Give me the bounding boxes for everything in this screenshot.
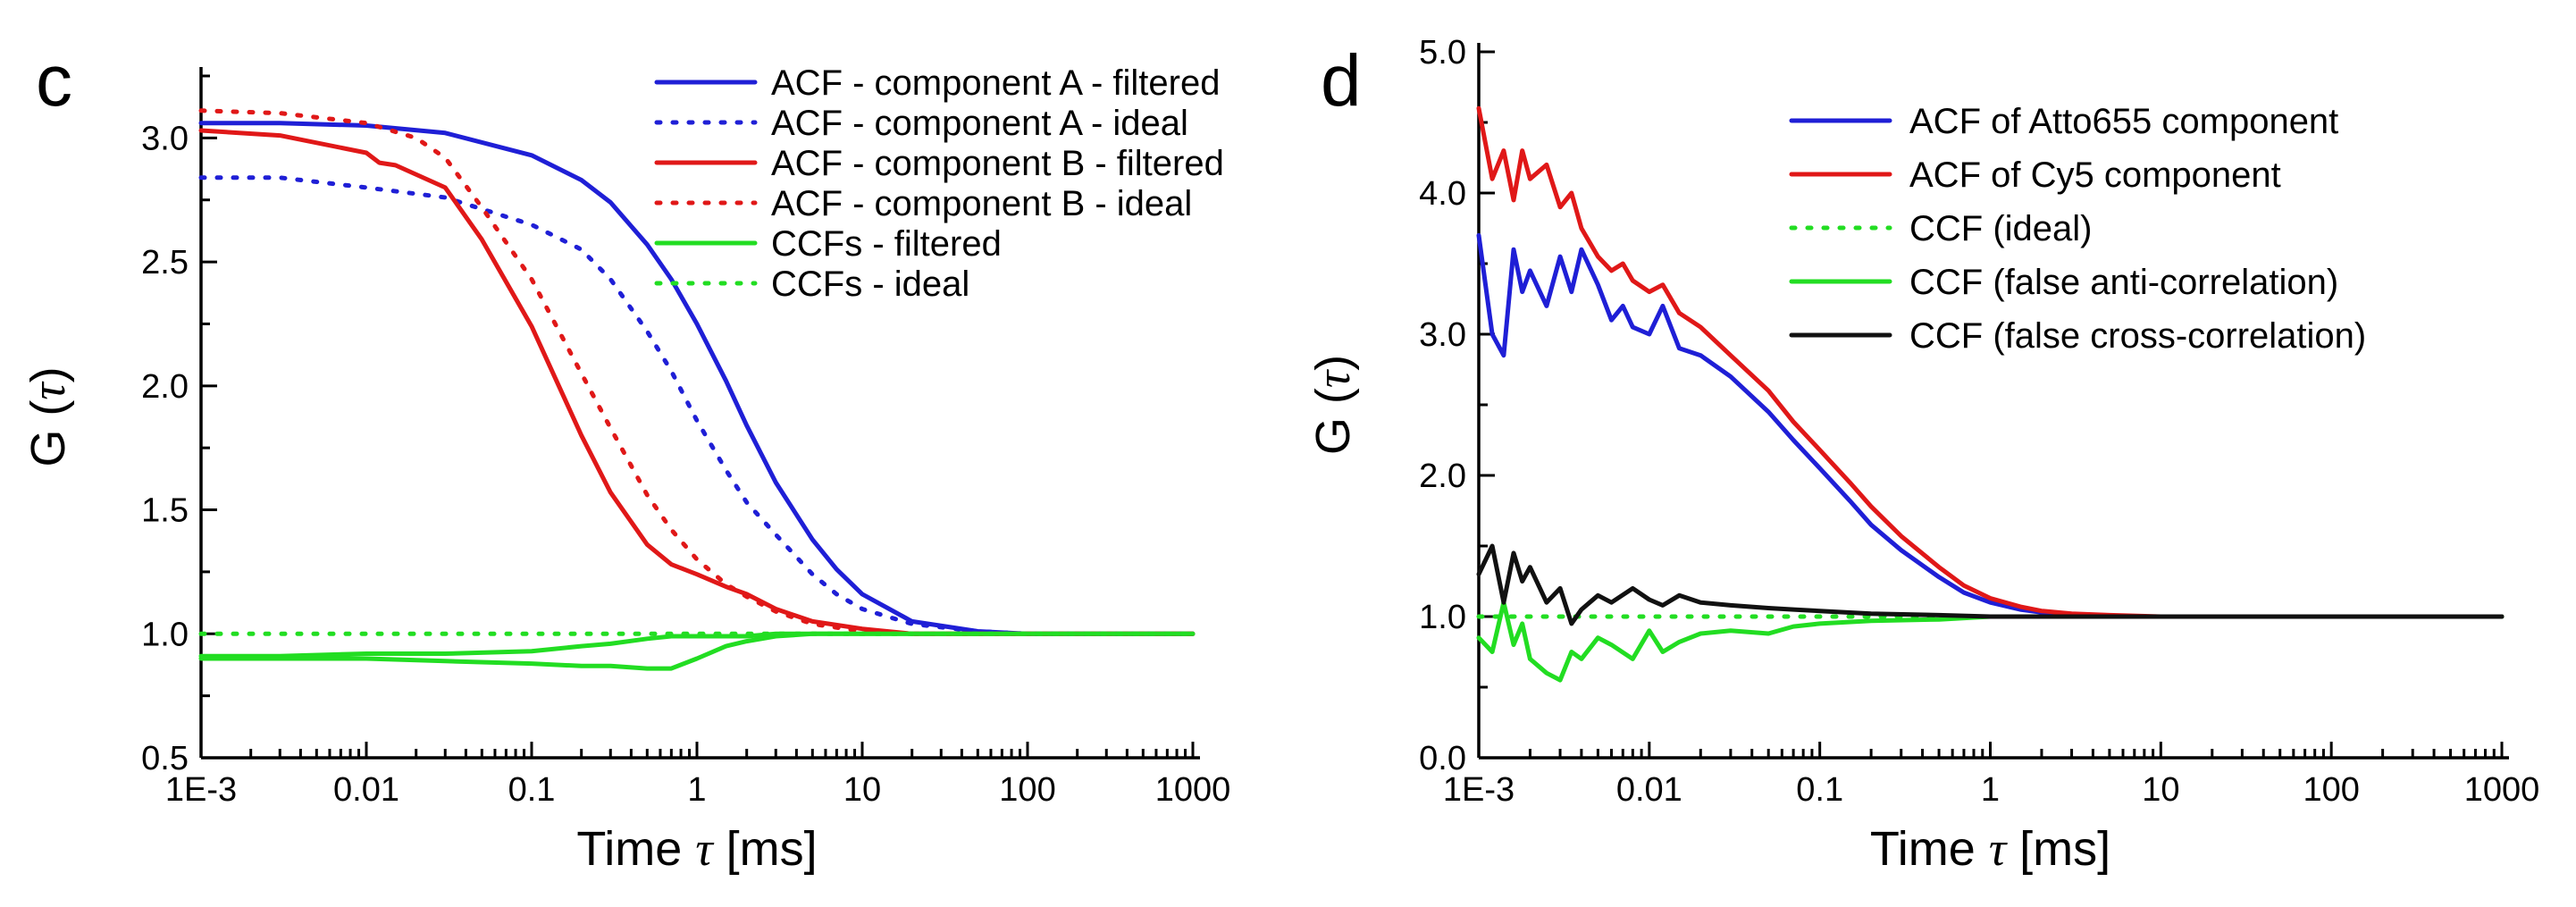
x-tick-label: 1000 — [1155, 771, 1231, 809]
chart-panel-d: d 1E-3 0.01 0.1 1 10 100 1000 0.0 1.0 2.0 3.0 4.0 5.0… — [1306, 34, 2539, 876]
y-tick-label: 0.5 — [141, 740, 189, 777]
y-axis-label: G (τ) — [21, 366, 75, 466]
x-tick-label: 100 — [2303, 771, 2359, 809]
x-tick-label: 10 — [843, 771, 881, 809]
y-tick-label: 4.0 — [1419, 175, 1466, 213]
y-tick-label: 3.0 — [1419, 316, 1466, 354]
x-tick-label: 1 — [687, 771, 706, 809]
legend: ACF of Atto655 component ACF of Cy5 compo… — [1789, 102, 2366, 356]
y-tick-label: 5.0 — [1419, 34, 1466, 71]
y-tick-label: 1.0 — [141, 616, 189, 653]
legend-label: ACF - component A - filtered — [771, 63, 1220, 103]
y-axis-label: G (τ) — [1306, 355, 1360, 455]
series-line — [1476, 600, 2505, 683]
legend-label: CCF (false anti-correlation) — [1909, 263, 2338, 302]
series-line — [1476, 543, 2505, 626]
legend-label: CCF (ideal) — [1909, 209, 2092, 248]
x-axis-label: Time τ [ms] — [576, 822, 817, 876]
y-tick-label: 0.0 — [1419, 740, 1466, 777]
y-tick-label: 2.5 — [141, 244, 189, 281]
legend-label: ACF - component B - ideal — [771, 184, 1192, 223]
legend-label: ACF of Atto655 component — [1909, 102, 2338, 141]
legend-label: CCF (false cross-correlation) — [1909, 316, 2366, 356]
x-tick-label: 1000 — [2464, 771, 2540, 809]
series-line — [198, 175, 1196, 636]
panel-label: d — [1321, 40, 1362, 122]
x-axis-label: Time τ [ms] — [1870, 822, 2110, 876]
x-tick-label: 0.1 — [1796, 771, 1843, 809]
x-tick-label: 1E-3 — [165, 771, 237, 809]
series-line — [1476, 105, 2505, 619]
y-tick-label: 2.0 — [1419, 458, 1466, 495]
legend-label: CCFs - ideal — [771, 265, 969, 304]
legend-label: CCFs - filtered — [771, 224, 1002, 264]
series-line — [198, 631, 1196, 659]
y-tick-label: 1.0 — [1419, 599, 1466, 636]
x-tick-label: 1 — [1981, 771, 2000, 809]
x-tick-label: 1E-3 — [1443, 771, 1515, 809]
series-line — [198, 631, 1196, 671]
x-tick-label: 0.01 — [1616, 771, 1682, 809]
y-tick-label: 2.0 — [141, 368, 189, 406]
legend-label: ACF - component A - ideal — [771, 104, 1188, 143]
legend-label: ACF - component B - filtered — [771, 144, 1224, 183]
y-tick-label: 3.0 — [141, 120, 189, 157]
legend-label: ACF of Cy5 component — [1909, 155, 2281, 195]
x-tick-label: 100 — [999, 771, 1055, 809]
x-tick-label: 10 — [2142, 771, 2179, 809]
x-tick-label: 0.1 — [508, 771, 556, 809]
panel-label: c — [36, 40, 72, 122]
y-tick-label: 1.5 — [141, 492, 189, 530]
chart-panel-c: c 1E-3 0.01 0.1 1 10 100 1000 0.5 1.0 1.5 2.0 2.5 3.0… — [21, 40, 1230, 876]
series-line — [198, 108, 1196, 636]
x-tick-label: 0.01 — [333, 771, 399, 809]
